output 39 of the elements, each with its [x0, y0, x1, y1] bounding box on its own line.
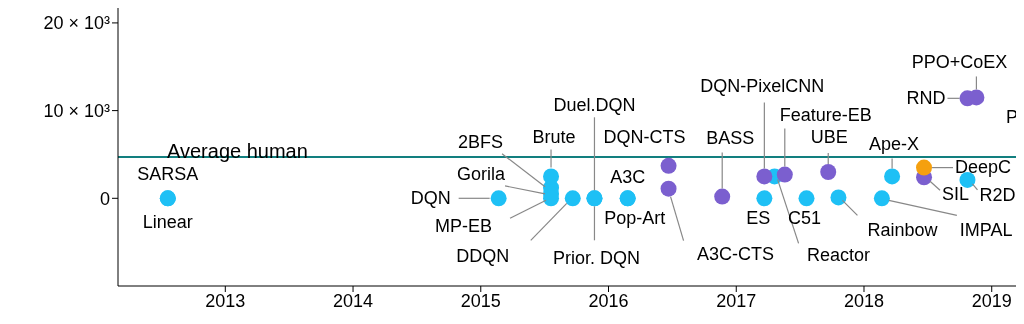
- annotation: SARSA: [137, 164, 199, 185]
- x-tick-label: 2018: [843, 290, 885, 311]
- x-tick-label: 2013: [205, 290, 246, 311]
- annotation: DeepC: [955, 156, 1012, 177]
- annotation: Duel.DQN: [553, 95, 636, 116]
- y-tick-label: 10 × 10³: [43, 101, 110, 121]
- annotation: Feature-EB: [779, 104, 872, 125]
- annotation: IMPAL: [959, 220, 1013, 241]
- annotation: SIL: [942, 184, 970, 205]
- annotation: A3C: [610, 167, 646, 188]
- x-tick-label: 2016: [588, 290, 629, 311]
- annotation: DQN-PixelCNN: [700, 76, 825, 97]
- annotation: ES: [746, 208, 771, 229]
- annotation: DQN: [410, 188, 451, 209]
- annotation: DQN-CTS: [603, 126, 686, 147]
- annotation: DDQN: [456, 246, 510, 267]
- x-tick-label: 2014: [333, 290, 374, 311]
- annotation: Reactor: [807, 245, 871, 266]
- annotation: MP-EB: [435, 216, 493, 237]
- annotation: Ape-X: [869, 134, 920, 155]
- annotation: PPO+CoEX: [911, 52, 1008, 73]
- y-tick-label: 20 × 10³: [43, 13, 110, 34]
- annotation: UBE: [810, 126, 848, 147]
- annotation: Prior. DQN: [552, 248, 640, 269]
- y-tick-label: 0: [99, 188, 110, 209]
- annotation: RND: [906, 88, 946, 109]
- annotation: 2BFS: [458, 131, 504, 152]
- x-tick-label: 2015: [460, 290, 501, 311]
- x-tick-label: 2017: [716, 290, 757, 311]
- annotation: A3C-CTS: [697, 243, 775, 264]
- x-tick-label: 2019: [971, 290, 1012, 311]
- annotation: BASS: [706, 127, 755, 148]
- annotation: Brute: [532, 127, 576, 148]
- annotation: Rainbow: [867, 220, 939, 241]
- annotation: Gorila: [457, 163, 507, 184]
- annotation: Linear: [142, 212, 193, 233]
- annotation: C51: [787, 208, 822, 229]
- annotation: R2D: [979, 184, 1016, 205]
- annotation: Pop-Art: [604, 208, 666, 229]
